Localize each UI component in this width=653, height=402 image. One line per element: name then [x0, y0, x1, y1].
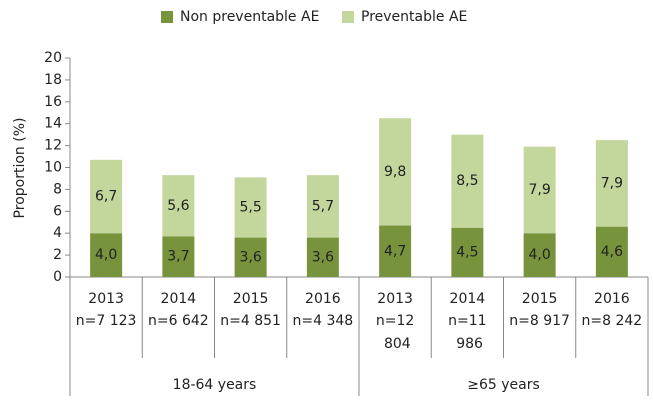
data-label: 4,6	[601, 244, 623, 260]
x-tick-sublabel: n=8 242	[582, 313, 643, 329]
bar-segment	[379, 118, 412, 226]
bar-segment	[595, 226, 628, 277]
x-tick-label: 2015	[233, 291, 269, 307]
data-label: 5,5	[239, 199, 261, 215]
x-tick-sublabel: n=11 986	[448, 313, 486, 352]
x-tick-label: 2016	[305, 291, 341, 307]
data-label: 6,7	[95, 189, 117, 205]
y-tick-label: 6	[53, 203, 62, 219]
data-label: 8,5	[456, 173, 478, 189]
legend-label: Non preventable AE	[180, 9, 319, 25]
data-label: 4,0	[95, 247, 117, 263]
data-label: 4,5	[456, 244, 478, 260]
data-label: 5,6	[167, 198, 189, 214]
bar-segment	[451, 134, 484, 228]
y-tick-label: 20	[44, 50, 62, 66]
data-label: 5,7	[312, 198, 334, 214]
y-tick-label: 4	[53, 225, 62, 241]
data-label: 3,6	[239, 249, 261, 265]
data-label: 4,7	[384, 243, 406, 259]
bar-segment	[595, 140, 628, 227]
x-tick-label: 2015	[522, 291, 558, 307]
data-label: 7,9	[601, 175, 623, 191]
legend-swatch	[161, 11, 173, 23]
y-tick-label: 16	[44, 94, 62, 110]
x-tick-label: 2013	[377, 291, 413, 307]
data-label: 4,0	[528, 247, 550, 263]
bar-segment	[234, 237, 267, 277]
group-label: 18-64 years	[173, 377, 257, 393]
legend-swatch	[342, 11, 354, 23]
x-tick-label: 2014	[161, 291, 197, 307]
data-label: 7,9	[528, 182, 550, 198]
data-label: 3,7	[167, 249, 189, 265]
x-tick-sublabel: n=8 917	[509, 313, 570, 329]
bar-segment	[523, 146, 556, 234]
bar-segment	[306, 175, 339, 238]
y-tick-label: 0	[53, 269, 62, 285]
x-tick-sublabel: n=12 804	[376, 313, 414, 352]
y-tick-label: 14	[44, 116, 62, 132]
bar-segment	[234, 177, 267, 238]
y-tick-label: 18	[44, 72, 62, 88]
x-tick-label: 2014	[450, 291, 486, 307]
y-axis-label: Proportion (%)	[12, 118, 28, 219]
bar-segment	[90, 159, 123, 234]
x-tick-sublabel: n=4 851	[220, 313, 281, 329]
bar-segment	[379, 225, 412, 277]
bar-segment	[162, 175, 195, 237]
group-label: ≥65 years	[467, 377, 540, 393]
y-tick-label: 2	[53, 247, 62, 263]
bar-segment	[451, 227, 484, 277]
data-label: 3,6	[312, 249, 334, 265]
data-label: 9,8	[384, 164, 406, 180]
legend-label: Preventable AE	[361, 9, 467, 25]
bar-segment	[523, 233, 556, 277]
bar-segment	[306, 237, 339, 277]
bar-segment	[162, 236, 195, 277]
y-tick-label: 8	[53, 181, 62, 197]
x-tick-label: 2016	[594, 291, 630, 307]
bar-segment	[90, 233, 123, 277]
x-tick-sublabel: n=7 123	[76, 313, 137, 329]
x-tick-label: 2013	[88, 291, 124, 307]
y-tick-label: 12	[44, 138, 62, 154]
x-tick-sublabel: n=6 642	[148, 313, 209, 329]
y-tick-label: 10	[44, 160, 62, 176]
x-tick-sublabel: n=4 348	[293, 313, 354, 329]
